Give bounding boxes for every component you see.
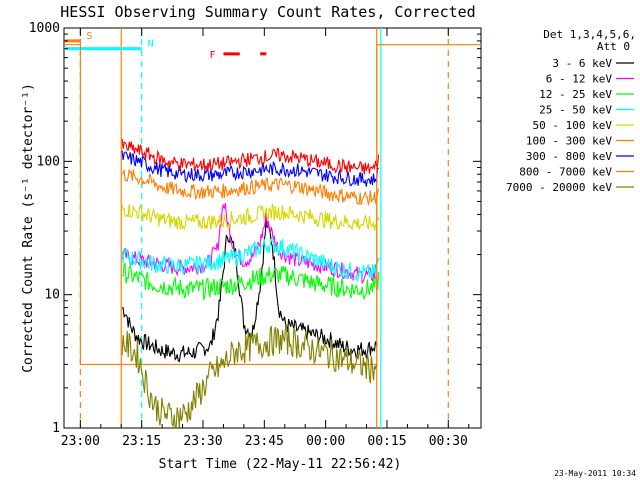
series-line-8 xyxy=(121,324,378,430)
x-axis-label: Start Time (22-May-11 22:56:42) xyxy=(159,457,402,472)
flag-n: N xyxy=(64,39,154,51)
footer-date: 23-May-2011 10:34 xyxy=(554,469,636,478)
legend-header-1: Att 0 xyxy=(597,40,630,53)
plot-frame xyxy=(63,27,482,429)
series-line-6 xyxy=(121,150,380,187)
legend-label-7: 800 - 7000 keV xyxy=(519,166,612,179)
legend-label-6: 300 - 800 keV xyxy=(526,150,612,163)
chart-title: HESSI Observing Summary Count Rates, Cor… xyxy=(60,3,475,21)
legend: Det 1,3,4,5,6,Att 0 3 - 6 keV 6 - 12 keV 12… xyxy=(506,28,636,194)
legend-header-0: Det 1,3,4,5,6, xyxy=(543,28,636,41)
legend-label-0: 3 - 6 keV xyxy=(552,57,612,70)
x-tick-label-2: 23:30 xyxy=(183,434,222,449)
series-line-4 xyxy=(121,202,380,231)
y-axis-label: Corrected Count Rate (s⁻¹ detector⁻¹) xyxy=(21,83,36,373)
x-tick-label-5: 00:15 xyxy=(367,434,406,449)
x-tick-label-6: 00:30 xyxy=(429,434,468,449)
flag-f: F xyxy=(209,50,267,61)
series-line-3 xyxy=(121,236,380,283)
x-tick-label-3: 23:45 xyxy=(245,434,284,449)
x-tick-label-4: 00:00 xyxy=(306,434,345,449)
flag-label: F xyxy=(209,50,215,61)
legend-label-2: 12 - 25 keV xyxy=(539,88,612,101)
flag-s: S xyxy=(64,31,92,43)
series-line-red xyxy=(121,138,380,175)
series-line-7 xyxy=(64,44,481,365)
series-line-5 xyxy=(121,169,380,206)
legend-label-5: 100 - 300 keV xyxy=(526,135,612,148)
legend-label-1: 6 - 12 keV xyxy=(546,73,613,86)
y-tick-label-1: 10 xyxy=(44,288,60,303)
flag-label: N xyxy=(148,39,154,50)
y-tick-label-3: 1000 xyxy=(29,21,60,36)
plot-area: S N F xyxy=(63,27,482,430)
series-line-1 xyxy=(121,203,379,285)
x-tick-label-0: 23:00 xyxy=(61,434,100,449)
y-tick-label-2: 100 xyxy=(37,154,60,169)
y-tick-label-0: 1 xyxy=(52,421,60,436)
series-line-2 xyxy=(121,263,380,302)
legend-label-8: 7000 - 20000 keV xyxy=(506,181,612,194)
legend-label-4: 50 - 100 keV xyxy=(533,119,613,132)
x-axis-ticks: 23:00 23:15 23:30 23:45 00:00 00:15 00:30 xyxy=(61,28,470,449)
legend-label-3: 25 - 50 keV xyxy=(539,104,612,117)
y-axis-ticks: 1 10 100 1000 xyxy=(29,21,481,436)
flag-label: S xyxy=(86,31,92,42)
x-tick-label-1: 23:15 xyxy=(122,434,161,449)
